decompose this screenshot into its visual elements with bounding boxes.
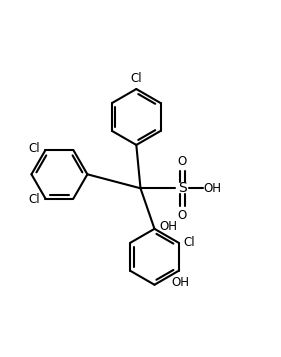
Text: O: O xyxy=(178,155,187,167)
Text: Cl: Cl xyxy=(130,72,142,85)
Text: OH: OH xyxy=(171,276,189,290)
Text: Cl: Cl xyxy=(29,193,40,206)
Text: O: O xyxy=(178,209,187,222)
Text: OH: OH xyxy=(160,220,178,232)
Text: Cl: Cl xyxy=(184,236,195,249)
Text: S: S xyxy=(178,181,187,195)
Text: Cl: Cl xyxy=(29,142,40,155)
Text: OH: OH xyxy=(203,182,221,195)
